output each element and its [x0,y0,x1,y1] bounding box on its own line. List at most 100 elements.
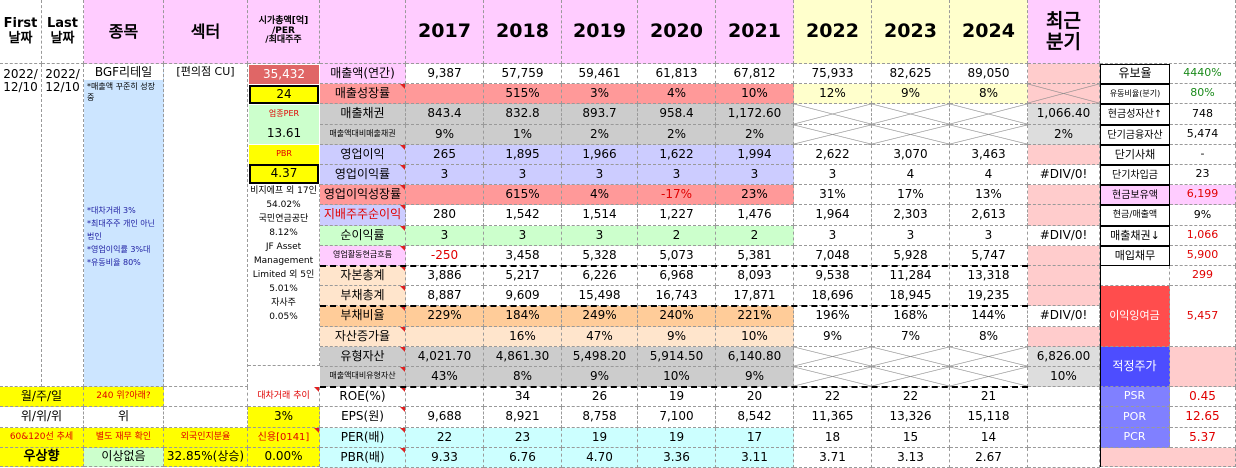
first-date-value: 2022/ 12/10 [0,64,42,387]
row-3-value-3: 2% [638,125,716,145]
row-16-value-2: 26 [562,387,638,407]
row-3-value-1: 1% [484,125,562,145]
row-4-value-4: 1,994 [716,145,794,165]
row-label-13: 자산증가율 [320,327,406,347]
right-label-2: 단기금융자산 [1100,125,1170,145]
row-13-value-2: 47% [562,327,638,347]
row-11-value-0: 8,887 [406,286,484,306]
row-10-recent-quarter [1028,266,1100,286]
row-11-recent-quarter [1028,286,1100,306]
row-15-recent-quarter: 10% [1028,367,1100,387]
psr-label: PSR [1100,387,1170,407]
row-4-value-3: 1,622 [638,145,716,165]
row-7-recent-quarter [1028,205,1100,226]
row-separator [320,305,1028,307]
row-4-value-1: 1,895 [484,145,562,165]
row-10-value-2: 6,226 [562,266,638,286]
row-7-value-5: 1,964 [794,205,872,226]
period-240-note: 240 위?아래? [84,387,164,407]
header-right-blank [1100,0,1236,64]
row-13-value-4: 10% [716,327,794,347]
row-9-value-6: 5,928 [872,246,950,266]
fair-price-label[interactable]: 적정주가 [1100,347,1170,387]
psr-value: 0.45 [1170,387,1236,407]
row-11-value-4: 17,871 [716,286,794,306]
row-6-value-1: 615% [484,185,562,205]
row-14-value-3: 5,914.50 [638,347,716,367]
row-4-value-2: 1,966 [562,145,638,165]
foreign-ratio-value: 32.85%(상승) [164,448,248,467]
header-year-2024: 2024 [950,0,1028,64]
row-9-value-1: 3,458 [484,246,562,266]
row-19-value-6: 3.13 [872,448,950,468]
row-10-value-7: 13,318 [950,266,1028,286]
stock-memo-2: *대차거래 3% *최대주주 개인 아닌 법인 *영업이익률 3%대 *유동비율… [87,206,155,267]
row-6-value-7: 13% [950,185,1028,205]
row-1-value-1: 515% [484,84,562,104]
row-16-value-3: 19 [638,387,716,407]
row-8-value-3: 2 [638,226,716,246]
row-label-9: 영업활동현금흐름 [320,246,406,266]
row-12-value-6: 168% [872,306,950,327]
row-10-value-6: 11,284 [872,266,950,286]
row-2-value-0: 843.4 [406,104,484,125]
row-3-recent-quarter: 2% [1028,125,1100,145]
row-14-value-1: 4,861.30 [484,347,562,367]
row-13-value-7: 8% [950,327,1028,347]
header-market-cap: 시가총액[억] /PER /최대주주 [248,0,320,64]
row-7-value-4: 1,476 [716,205,794,226]
ma-trend-value: 우상향 [0,448,84,467]
right-label-6: 현금/매출액 [1100,205,1170,226]
row-13-value-1: 16% [484,327,562,347]
trend-label: 위/위/위 [0,407,84,428]
row-9-value-3: 5,073 [638,246,716,266]
header-year-2019: 2019 [562,0,638,64]
header-first-date: First 날짜 [0,0,42,64]
row-19-value-7: 2.67 [950,448,1028,468]
row-3-value-5 [794,125,872,145]
row-label-4: 영업이익 [320,145,406,165]
row-19-value-1: 6.76 [484,448,562,468]
row-7-value-0: 280 [406,205,484,226]
right-label-3: 단기사채 [1100,145,1170,165]
row-1-recent-quarter [1028,84,1100,104]
row-18-value-2: 19 [562,428,638,448]
row-10-value-0: 3,886 [406,266,484,286]
row-7-value-2: 1,514 [562,205,638,226]
row-0-value-4: 67,812 [716,64,794,84]
row-16-value-4: 20 [716,387,794,407]
row-4-value-6: 3,070 [872,145,950,165]
row-3-value-7 [950,125,1028,145]
row-5-value-2: 3 [562,165,638,185]
row-9-value-4: 5,381 [716,246,794,266]
row-12-value-4: 221% [716,306,794,327]
row-14-recent-quarter: 6,826.00 [1028,347,1100,367]
row-label-12: 부채비율 [320,306,406,327]
row-0-value-5: 75,933 [794,64,872,84]
row-18-recent-quarter [1028,428,1100,448]
row-separator [320,386,1028,388]
pbr-label: PBR [249,145,319,164]
industry-per-value: 13.61 [249,124,319,144]
row-8-value-0: 3 [406,226,484,246]
row-14-value-6 [872,347,950,367]
row-2-value-7 [950,104,1028,125]
header-stock: 종목 [84,0,164,64]
right-value-5: 6,199 [1170,185,1236,205]
row-1-value-4: 10% [716,84,794,104]
header-year-2022: 2022 [794,0,872,64]
row-17-recent-quarter [1028,407,1100,428]
row-11-value-6: 18,945 [872,286,950,306]
row-2-value-4: 1,172.60 [716,104,794,125]
row-1-value-2: 3% [562,84,638,104]
stock-name[interactable]: BGF리테일 [84,64,163,80]
row-6-value-4: 23% [716,185,794,205]
row-15-value-6 [872,367,950,387]
stock-column: BGF리테일 *매출액 꾸준히 성장중 *대차거래 3% *최대주주 개인 아닌 법… [84,64,164,387]
row-0-value-7: 89,050 [950,64,1028,84]
row-16-value-7: 21 [950,387,1028,407]
row-11-value-1: 9,609 [484,286,562,306]
row-14-value-7 [950,347,1028,367]
row-18-value-3: 19 [638,428,716,448]
right-value-6: 9% [1170,205,1236,226]
